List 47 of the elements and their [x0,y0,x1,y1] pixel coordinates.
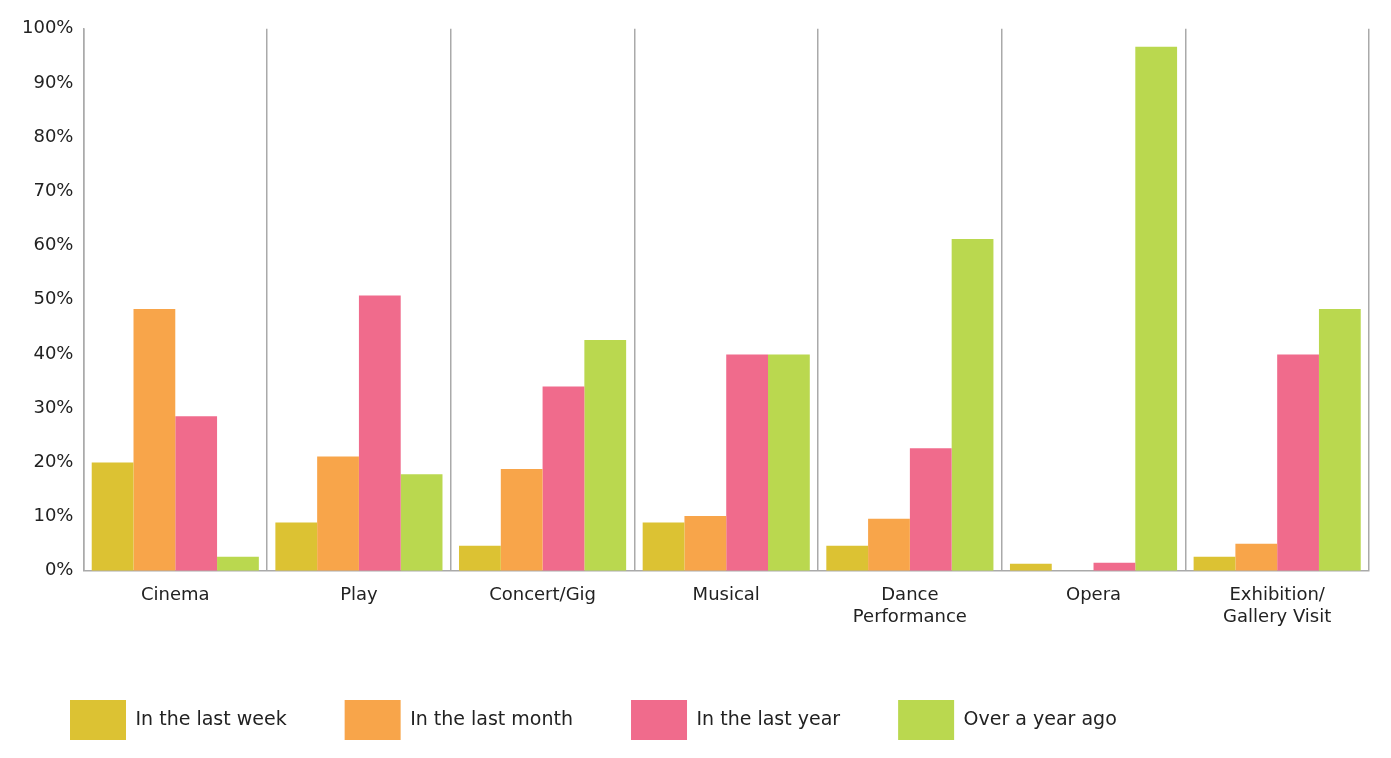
bar [133,309,176,571]
y-tick-label: 60% [33,233,74,255]
y-tick-label: 10% [33,504,74,526]
y-tick-label: 100% [21,16,74,38]
y-tick-label: 0% [44,558,74,580]
y-tick-label: 20% [33,450,74,472]
x-tick-label: Cinema [140,583,210,605]
bar [768,354,810,571]
bar [1318,309,1361,571]
y-tick-label: 80% [33,124,74,146]
y-tick-label: 50% [33,287,74,309]
bar [317,456,359,571]
x-tick-label: Musical [692,583,760,605]
bar [868,518,910,571]
bar [1277,354,1319,571]
bar [358,295,401,571]
legend-label: Over a year ago [963,706,1117,729]
bar [726,354,769,571]
y-tick-label: 70% [33,179,74,201]
bar [175,416,218,571]
bar [217,556,259,571]
bar [1193,556,1236,571]
bar [951,239,994,571]
bar [826,545,869,571]
bar [909,448,952,571]
bar [1135,46,1178,571]
legend-label: In the last year [696,706,841,729]
x-tick-label: Opera [1065,583,1122,605]
bar [400,474,443,571]
bar [459,545,501,571]
bar [684,516,727,571]
legend-label: In the last week [135,706,287,729]
bar [542,386,585,571]
y-tick-label: 40% [33,341,74,363]
bar [642,522,685,571]
bar [500,468,543,571]
x-tick-label: Exhibition/ Gallery Visit [1223,583,1332,626]
bar [584,339,627,571]
bar [1235,543,1278,571]
legend-label: In the last month [410,706,574,729]
bar [91,462,134,571]
x-tick-label: Play [340,583,379,605]
y-tick-label: 30% [33,395,74,417]
y-tick-label: 90% [33,70,74,92]
x-tick-label: Dance Performance [852,583,967,626]
x-tick-label: Concert/Gig [489,583,597,605]
bar [275,522,318,571]
